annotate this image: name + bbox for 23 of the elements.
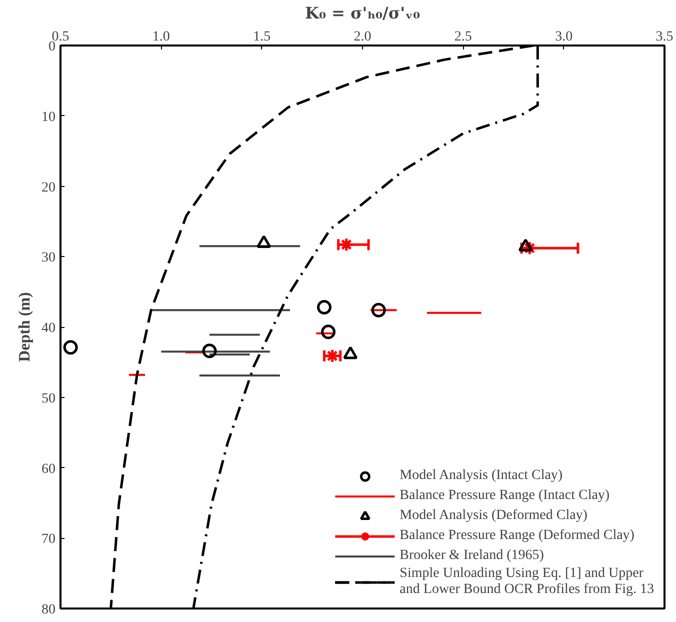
x-axis-title: K₀ = σ'ₕ₀/σ'ᵥ₀: [305, 4, 420, 22]
x-tick-label: 1.0: [152, 30, 170, 44]
legend-label: Simple Unloading Using Eq. [1] and Upper and Lower Bound OCR Profiles from Fig. 13: [400, 566, 654, 598]
x-tick-label: 1.5: [253, 30, 271, 44]
y-tick-label: 70: [42, 532, 56, 548]
legend-label: Balance Pressure Range (Deformed Clay): [400, 527, 634, 545]
y-tick-label: 50: [42, 391, 56, 406]
x-tick-label: 2.5: [454, 30, 472, 44]
x-tick-label: 3.5: [656, 30, 674, 44]
x-tick-label: 2.0: [354, 30, 372, 44]
y-tick-label: 30: [42, 250, 56, 266]
y-tick-label: 10: [42, 110, 56, 125]
y-tick-label: 60: [42, 462, 56, 477]
y-axis-title: Depth (m): [16, 292, 34, 362]
y-tick-label: 40: [42, 321, 56, 336]
y-tick-label: 20: [42, 180, 56, 196]
y-tick-label: 80: [42, 602, 56, 618]
y-tick-label: 0: [48, 40, 56, 54]
legend-label: Model Analysis (Deformed Clay): [400, 507, 588, 525]
legend-label: Balance Pressure Range (Intact Clay): [400, 487, 610, 505]
x-tick-label: 3.0: [555, 30, 573, 44]
legend-label: Model Analysis (Intact Clay): [400, 467, 563, 485]
legend-label: Brooker & Ireland (1965): [400, 547, 544, 565]
